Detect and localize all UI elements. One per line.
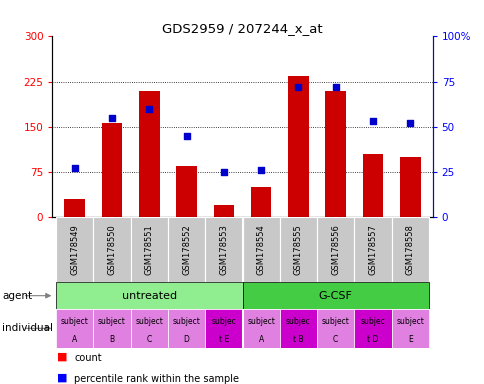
Bar bbox=[205, 309, 242, 348]
Text: GSM178557: GSM178557 bbox=[368, 224, 377, 275]
Bar bbox=[391, 309, 428, 348]
Text: t E: t E bbox=[218, 334, 228, 344]
Bar bbox=[317, 217, 354, 282]
Text: subject: subject bbox=[247, 317, 274, 326]
Text: A: A bbox=[72, 334, 77, 344]
Text: GSM178551: GSM178551 bbox=[145, 224, 153, 275]
Bar bbox=[325, 91, 345, 217]
Point bbox=[331, 84, 339, 90]
Bar bbox=[56, 282, 242, 309]
Text: G-CSF: G-CSF bbox=[318, 291, 352, 301]
Text: percentile rank within the sample: percentile rank within the sample bbox=[74, 374, 239, 384]
Text: B: B bbox=[109, 334, 114, 344]
Bar bbox=[213, 205, 234, 217]
Point bbox=[257, 167, 264, 173]
Text: C: C bbox=[333, 334, 338, 344]
Bar bbox=[176, 166, 197, 217]
Text: ■: ■ bbox=[57, 351, 68, 361]
Text: individual: individual bbox=[2, 323, 53, 333]
Text: subject: subject bbox=[395, 317, 424, 326]
Text: agent: agent bbox=[2, 291, 32, 301]
Title: GDS2959 / 207244_x_at: GDS2959 / 207244_x_at bbox=[162, 22, 322, 35]
Bar bbox=[130, 309, 167, 348]
Text: untreated: untreated bbox=[121, 291, 177, 301]
Bar bbox=[242, 217, 279, 282]
Bar bbox=[56, 217, 93, 282]
Bar bbox=[130, 217, 167, 282]
Bar bbox=[362, 154, 382, 217]
Bar bbox=[64, 199, 85, 217]
Text: count: count bbox=[74, 353, 102, 363]
Point bbox=[406, 120, 413, 126]
Text: subjec: subjec bbox=[286, 317, 310, 326]
Text: A: A bbox=[258, 334, 263, 344]
Text: t B: t B bbox=[292, 334, 303, 344]
Bar bbox=[279, 217, 317, 282]
Text: D: D bbox=[183, 334, 189, 344]
Bar bbox=[242, 309, 279, 348]
Text: subject: subject bbox=[60, 317, 89, 326]
Text: subjec: subjec bbox=[360, 317, 385, 326]
Point bbox=[182, 133, 190, 139]
Text: subject: subject bbox=[172, 317, 200, 326]
Text: E: E bbox=[407, 334, 412, 344]
Text: subject: subject bbox=[135, 317, 163, 326]
Text: GSM178555: GSM178555 bbox=[293, 224, 302, 275]
Text: GSM178553: GSM178553 bbox=[219, 224, 228, 275]
Bar bbox=[242, 282, 428, 309]
Text: GSM178554: GSM178554 bbox=[256, 224, 265, 275]
Text: GSM178556: GSM178556 bbox=[331, 224, 339, 275]
Text: GSM178550: GSM178550 bbox=[107, 224, 116, 275]
Bar bbox=[56, 309, 93, 348]
Text: t D: t D bbox=[366, 334, 378, 344]
Point bbox=[71, 165, 78, 171]
Bar bbox=[93, 309, 130, 348]
Bar bbox=[102, 122, 122, 217]
Bar bbox=[354, 309, 391, 348]
Bar bbox=[399, 157, 420, 217]
Text: ■: ■ bbox=[57, 372, 68, 382]
Bar bbox=[354, 217, 391, 282]
Text: subjec: subjec bbox=[211, 317, 236, 326]
Bar bbox=[93, 217, 130, 282]
Bar bbox=[250, 187, 271, 217]
Text: GSM178549: GSM178549 bbox=[70, 224, 79, 275]
Bar bbox=[317, 309, 354, 348]
Text: GSM178558: GSM178558 bbox=[405, 224, 414, 275]
Text: GSM178552: GSM178552 bbox=[182, 224, 191, 275]
Text: subject: subject bbox=[321, 317, 349, 326]
Bar bbox=[287, 76, 308, 217]
Bar bbox=[279, 309, 317, 348]
Bar bbox=[391, 217, 428, 282]
Point bbox=[145, 106, 153, 112]
Text: C: C bbox=[146, 334, 151, 344]
Bar bbox=[167, 309, 205, 348]
Point bbox=[294, 84, 302, 90]
Point bbox=[368, 118, 376, 124]
Text: subject: subject bbox=[98, 317, 126, 326]
Bar bbox=[205, 217, 242, 282]
Bar bbox=[167, 217, 205, 282]
Point bbox=[220, 169, 227, 175]
Point bbox=[108, 115, 116, 121]
Bar bbox=[139, 91, 159, 217]
